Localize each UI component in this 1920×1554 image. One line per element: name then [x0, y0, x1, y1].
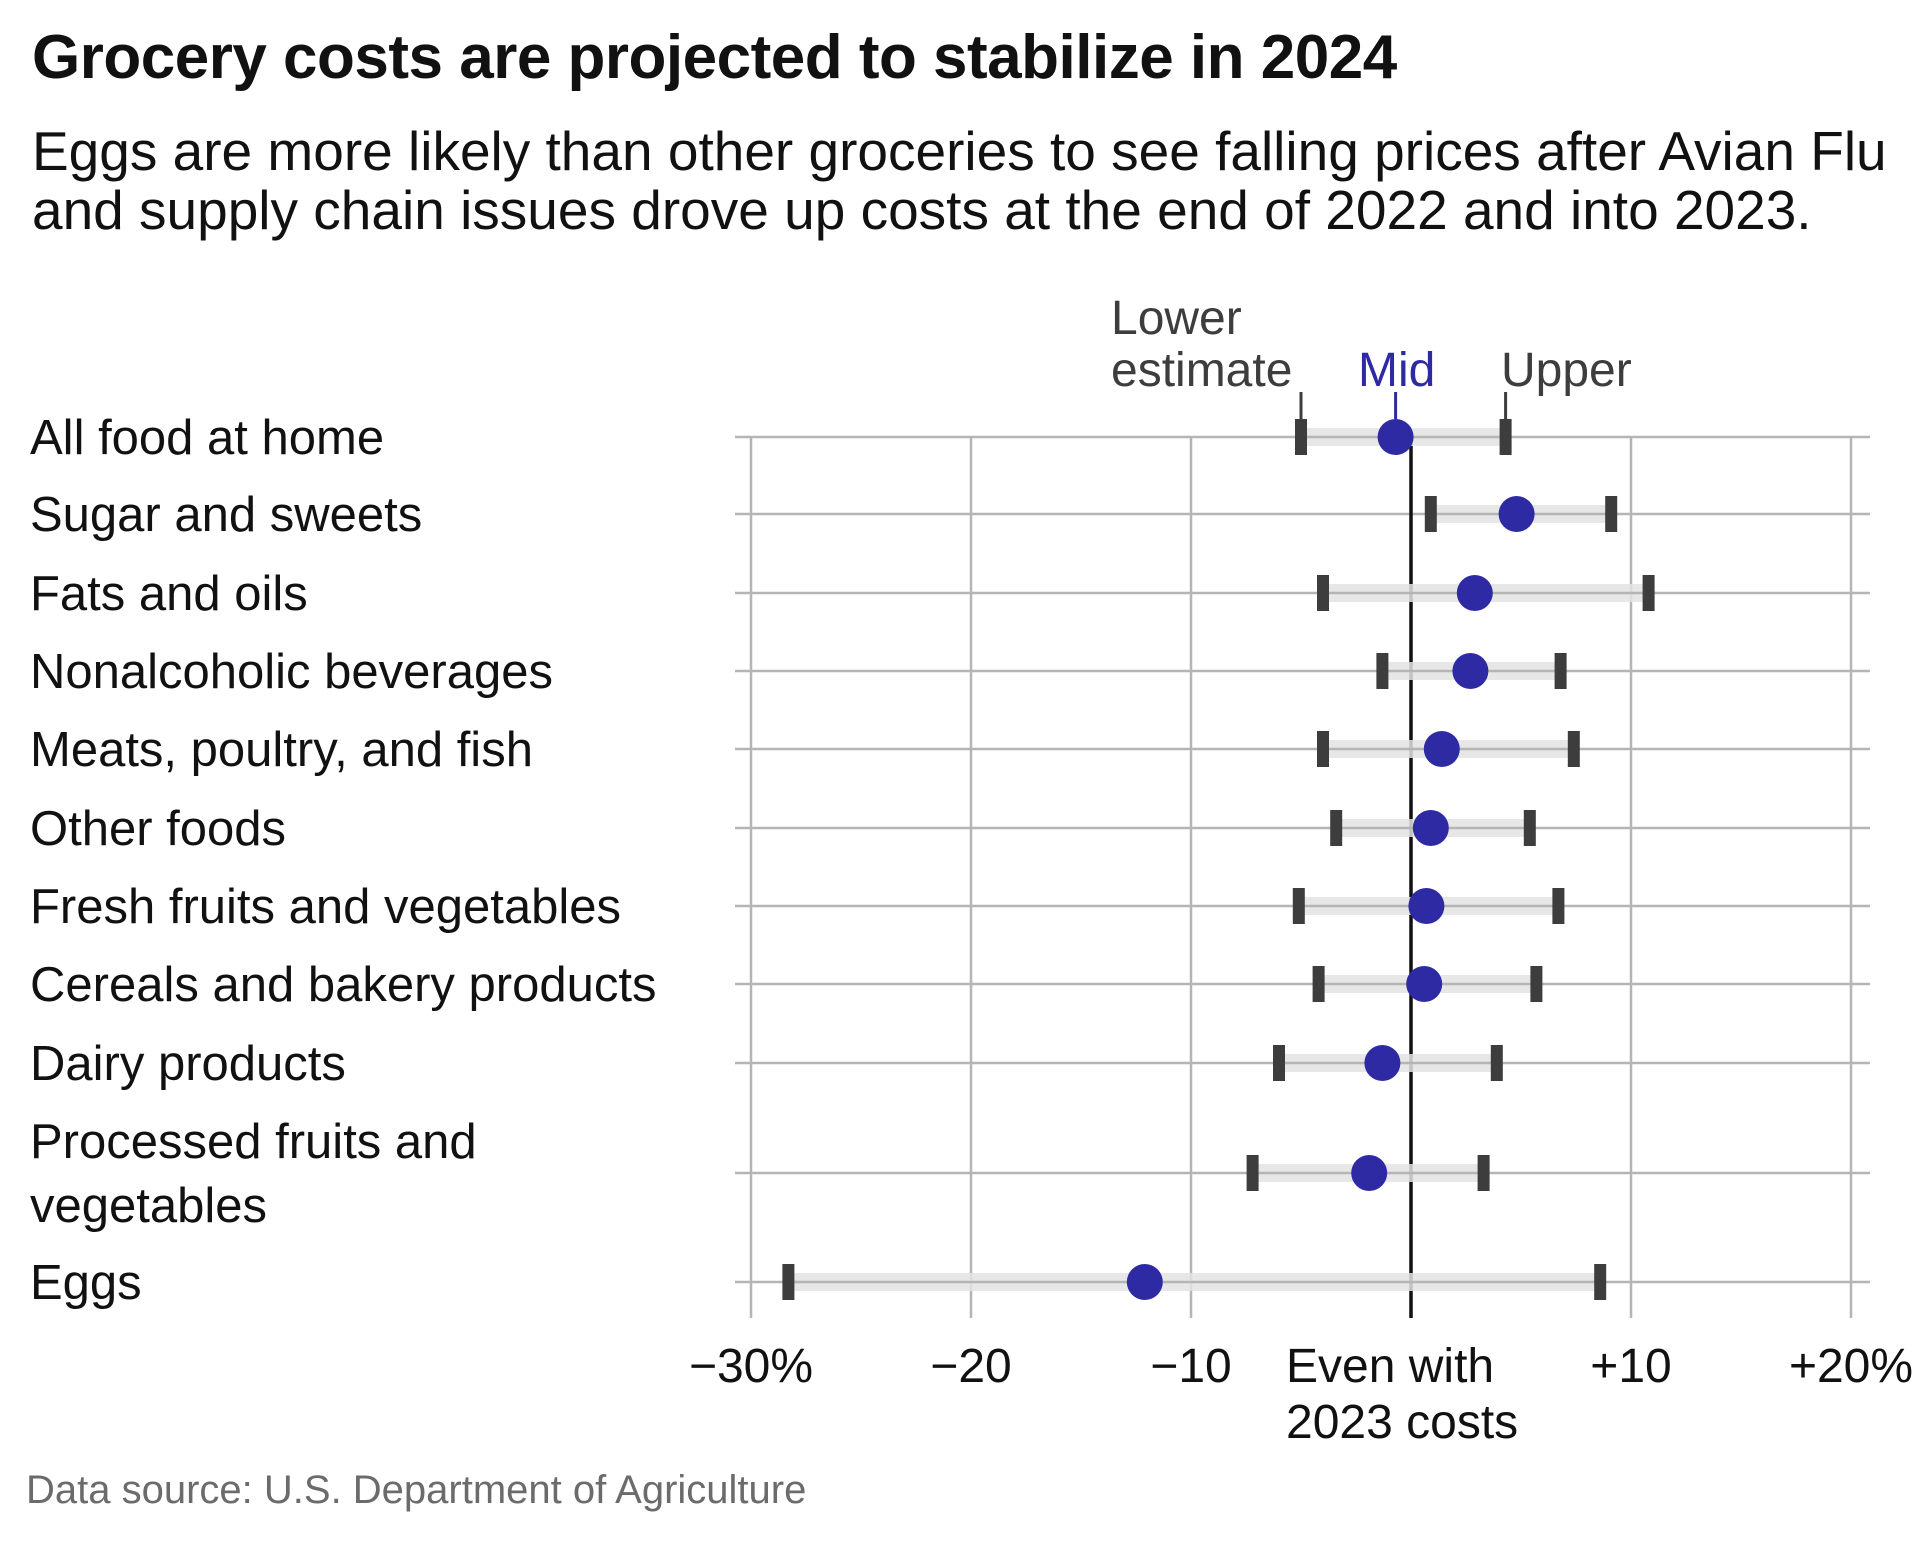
x-tick-label: −10: [1150, 1340, 1231, 1393]
x-tick-label: −20: [930, 1340, 1011, 1393]
lower-estimate-annotation: Lower estimate: [1111, 292, 1292, 397]
category-label: Eggs: [30, 1256, 142, 1310]
lower-estimate-mark: [1330, 810, 1343, 846]
x-tick-label: +10: [1590, 1340, 1671, 1393]
upper-estimate-mark: [1490, 1045, 1503, 1081]
category-label: Dairy products: [30, 1037, 346, 1091]
x-tick-label: Even with 2023 costs: [1286, 1340, 1518, 1449]
chart-subtitle: Eggs are more likely than other grocerie…: [32, 120, 1887, 241]
mid-estimate-dot: [1351, 1155, 1388, 1191]
lower-estimate-mark: [1292, 888, 1305, 924]
upper-estimate-mark: [1605, 496, 1618, 532]
upper-annotation: Upper: [1501, 344, 1632, 397]
mid-estimate-dot: [1126, 1264, 1163, 1300]
lower-estimate-mark: [782, 1264, 795, 1300]
mid-estimate-dot: [1406, 966, 1443, 1002]
category-label: Meats, poultry, and fish: [30, 723, 533, 777]
mid-estimate-dot: [1456, 575, 1493, 611]
data-source: Data source: U.S. Department of Agricult…: [26, 1468, 807, 1512]
upper-estimate-mark: [1567, 731, 1580, 767]
category-label: Fresh fruits and vegetables: [30, 880, 621, 934]
category-label: Processed fruits and vegetables: [30, 1115, 477, 1233]
category-label: Other foods: [30, 802, 286, 856]
upper-estimate-mark: [1499, 419, 1512, 455]
upper-estimate-mark: [1523, 810, 1536, 846]
upper-estimate-mark: [1530, 966, 1543, 1002]
category-label: All food at home: [30, 411, 384, 465]
chart-title: Grocery costs are projected to stabilize…: [32, 23, 1397, 92]
upper-estimate-mark: [1554, 653, 1567, 689]
category-label: Sugar and sweets: [30, 488, 422, 542]
mid-estimate-dot: [1452, 653, 1489, 689]
mid-estimate-dot: [1412, 810, 1449, 846]
lower-estimate-mark: [1295, 419, 1307, 455]
category-label: Nonalcoholic beverages: [30, 645, 553, 699]
lower-estimate-mark: [1312, 966, 1325, 1002]
mid-annotation: Mid: [1358, 344, 1435, 397]
x-tick-label: +20%: [1789, 1340, 1913, 1393]
mid-estimate-dot: [1364, 1045, 1401, 1081]
category-label: Cereals and bakery products: [30, 958, 656, 1012]
lower-estimate-mark: [1273, 1045, 1285, 1081]
lower-estimate-mark: [1246, 1155, 1259, 1191]
upper-estimate-mark: [1552, 888, 1565, 924]
upper-estimate-mark: [1594, 1264, 1607, 1300]
lower-estimate-mark: [1317, 731, 1329, 767]
mid-estimate-dot: [1498, 496, 1535, 532]
x-tick-label: −30%: [689, 1340, 813, 1393]
mid-estimate-dot: [1408, 888, 1445, 924]
upper-estimate-mark: [1642, 575, 1655, 611]
lower-estimate-mark: [1424, 496, 1437, 532]
mid-estimate-dot: [1377, 419, 1414, 455]
upper-estimate-mark: [1477, 1155, 1490, 1191]
lower-estimate-mark: [1317, 575, 1329, 611]
lower-estimate-mark: [1376, 653, 1389, 689]
mid-estimate-dot: [1423, 731, 1460, 767]
category-label: Fats and oils: [30, 567, 308, 621]
